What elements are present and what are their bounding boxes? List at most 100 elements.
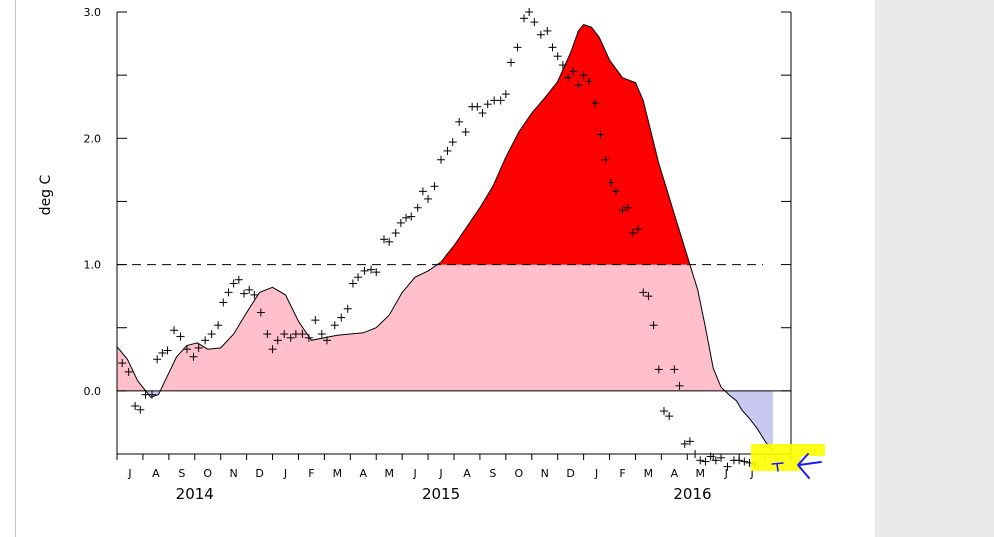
observation-marker [654, 365, 663, 374]
observation-marker [147, 390, 156, 399]
observation-marker [564, 73, 573, 82]
observation-marker [263, 330, 272, 339]
observation-marker [584, 77, 593, 86]
filled-area-layer [117, 24, 773, 452]
observation-marker [501, 90, 510, 99]
y-tick-label: 3.0 [84, 6, 102, 19]
observation-marker [574, 81, 583, 90]
smoothed-anomaly-line [116, 24, 774, 452]
month-label: D [255, 467, 263, 480]
observation-marker [530, 18, 539, 27]
observation-marker [273, 336, 282, 345]
observation-marker [418, 187, 427, 196]
observation-marker [701, 457, 710, 466]
observation-marker [612, 187, 621, 196]
observation-marker [118, 359, 127, 368]
month-label: F [619, 467, 625, 480]
observation-marker [158, 348, 167, 357]
observation-marker [606, 178, 615, 187]
month-label: S [178, 467, 185, 480]
observation-marker [659, 407, 668, 416]
observation-marker [317, 330, 326, 339]
observation-marker [711, 456, 720, 465]
y-tick-label: 0.0 [84, 385, 102, 398]
observation-marker [735, 456, 744, 465]
observation-marker [219, 298, 228, 307]
observation-marker [337, 313, 346, 322]
observation-marker [256, 308, 265, 317]
observation-marker [396, 218, 405, 227]
handwritten-mark [771, 462, 784, 472]
observation-marker [569, 67, 578, 76]
month-label: O [203, 467, 212, 480]
month-label: J [594, 467, 598, 480]
month-label: N [541, 467, 549, 480]
y-tick-label: 2.0 [84, 132, 102, 145]
y-axis-title: deg C [38, 174, 54, 215]
month-label: J [438, 467, 442, 480]
observation-marker [170, 326, 179, 335]
observation-marker [579, 71, 588, 80]
month-label: A [671, 467, 679, 480]
observation-marker [201, 336, 210, 345]
observation-marker [322, 336, 331, 345]
month-label: M [384, 467, 394, 480]
month-label: J [749, 467, 753, 480]
month-label: S [489, 467, 496, 480]
observation-marker [124, 367, 133, 376]
month-label: J [724, 467, 728, 480]
observation-marker [483, 100, 492, 109]
observation-marker [543, 26, 552, 35]
highlight-band-top [751, 444, 825, 456]
observation-marker [354, 273, 363, 282]
observation-marker [214, 321, 223, 330]
observation-marker [348, 279, 357, 288]
month-label: A [360, 467, 368, 480]
observation-marker [245, 285, 254, 294]
observation-marker [649, 321, 658, 330]
observation-marker [675, 381, 684, 390]
above-threshold-area [437, 24, 690, 265]
observation-marker [507, 58, 516, 67]
observation-marker [194, 343, 203, 352]
annotation-arrow-icon [797, 453, 822, 479]
observation-marker [601, 155, 610, 164]
observation-marker [413, 203, 422, 212]
observation-marker [618, 206, 627, 215]
observation-marker [234, 275, 243, 284]
month-label: O [514, 467, 523, 480]
observation-marker [525, 8, 534, 16]
observation-marker [740, 457, 749, 466]
month-label: J [127, 467, 131, 480]
month-label: M [644, 467, 654, 480]
side-panel [875, 0, 994, 537]
observation-marker [706, 452, 715, 461]
observation-marker [717, 453, 726, 462]
y-tick-label: 1.0 [84, 259, 102, 272]
observation-marker [402, 213, 411, 222]
observation-marker [298, 330, 307, 339]
observation-marker [536, 30, 545, 39]
observation-marker [591, 98, 600, 107]
observation-marker [189, 352, 198, 361]
observation-marker [680, 439, 689, 448]
observation-marker [407, 212, 416, 221]
observation-marker [437, 155, 446, 164]
month-label: N [230, 467, 238, 480]
observation-marker [496, 96, 505, 105]
observation-marker [665, 412, 674, 421]
month-label: D [566, 467, 574, 480]
observation-marker [513, 43, 522, 52]
observation-marker [224, 288, 233, 297]
month-label: M [333, 467, 343, 480]
observation-marker [558, 61, 567, 70]
month-label: A [152, 467, 160, 480]
annotation-layer [751, 444, 825, 479]
observation-marker [372, 268, 381, 277]
month-label: M [696, 467, 706, 480]
observation-marker [163, 346, 172, 355]
observation-marker [596, 130, 605, 139]
observation-marker [723, 462, 732, 471]
observation-markers-layer [118, 8, 759, 471]
observation-marker [623, 203, 632, 212]
